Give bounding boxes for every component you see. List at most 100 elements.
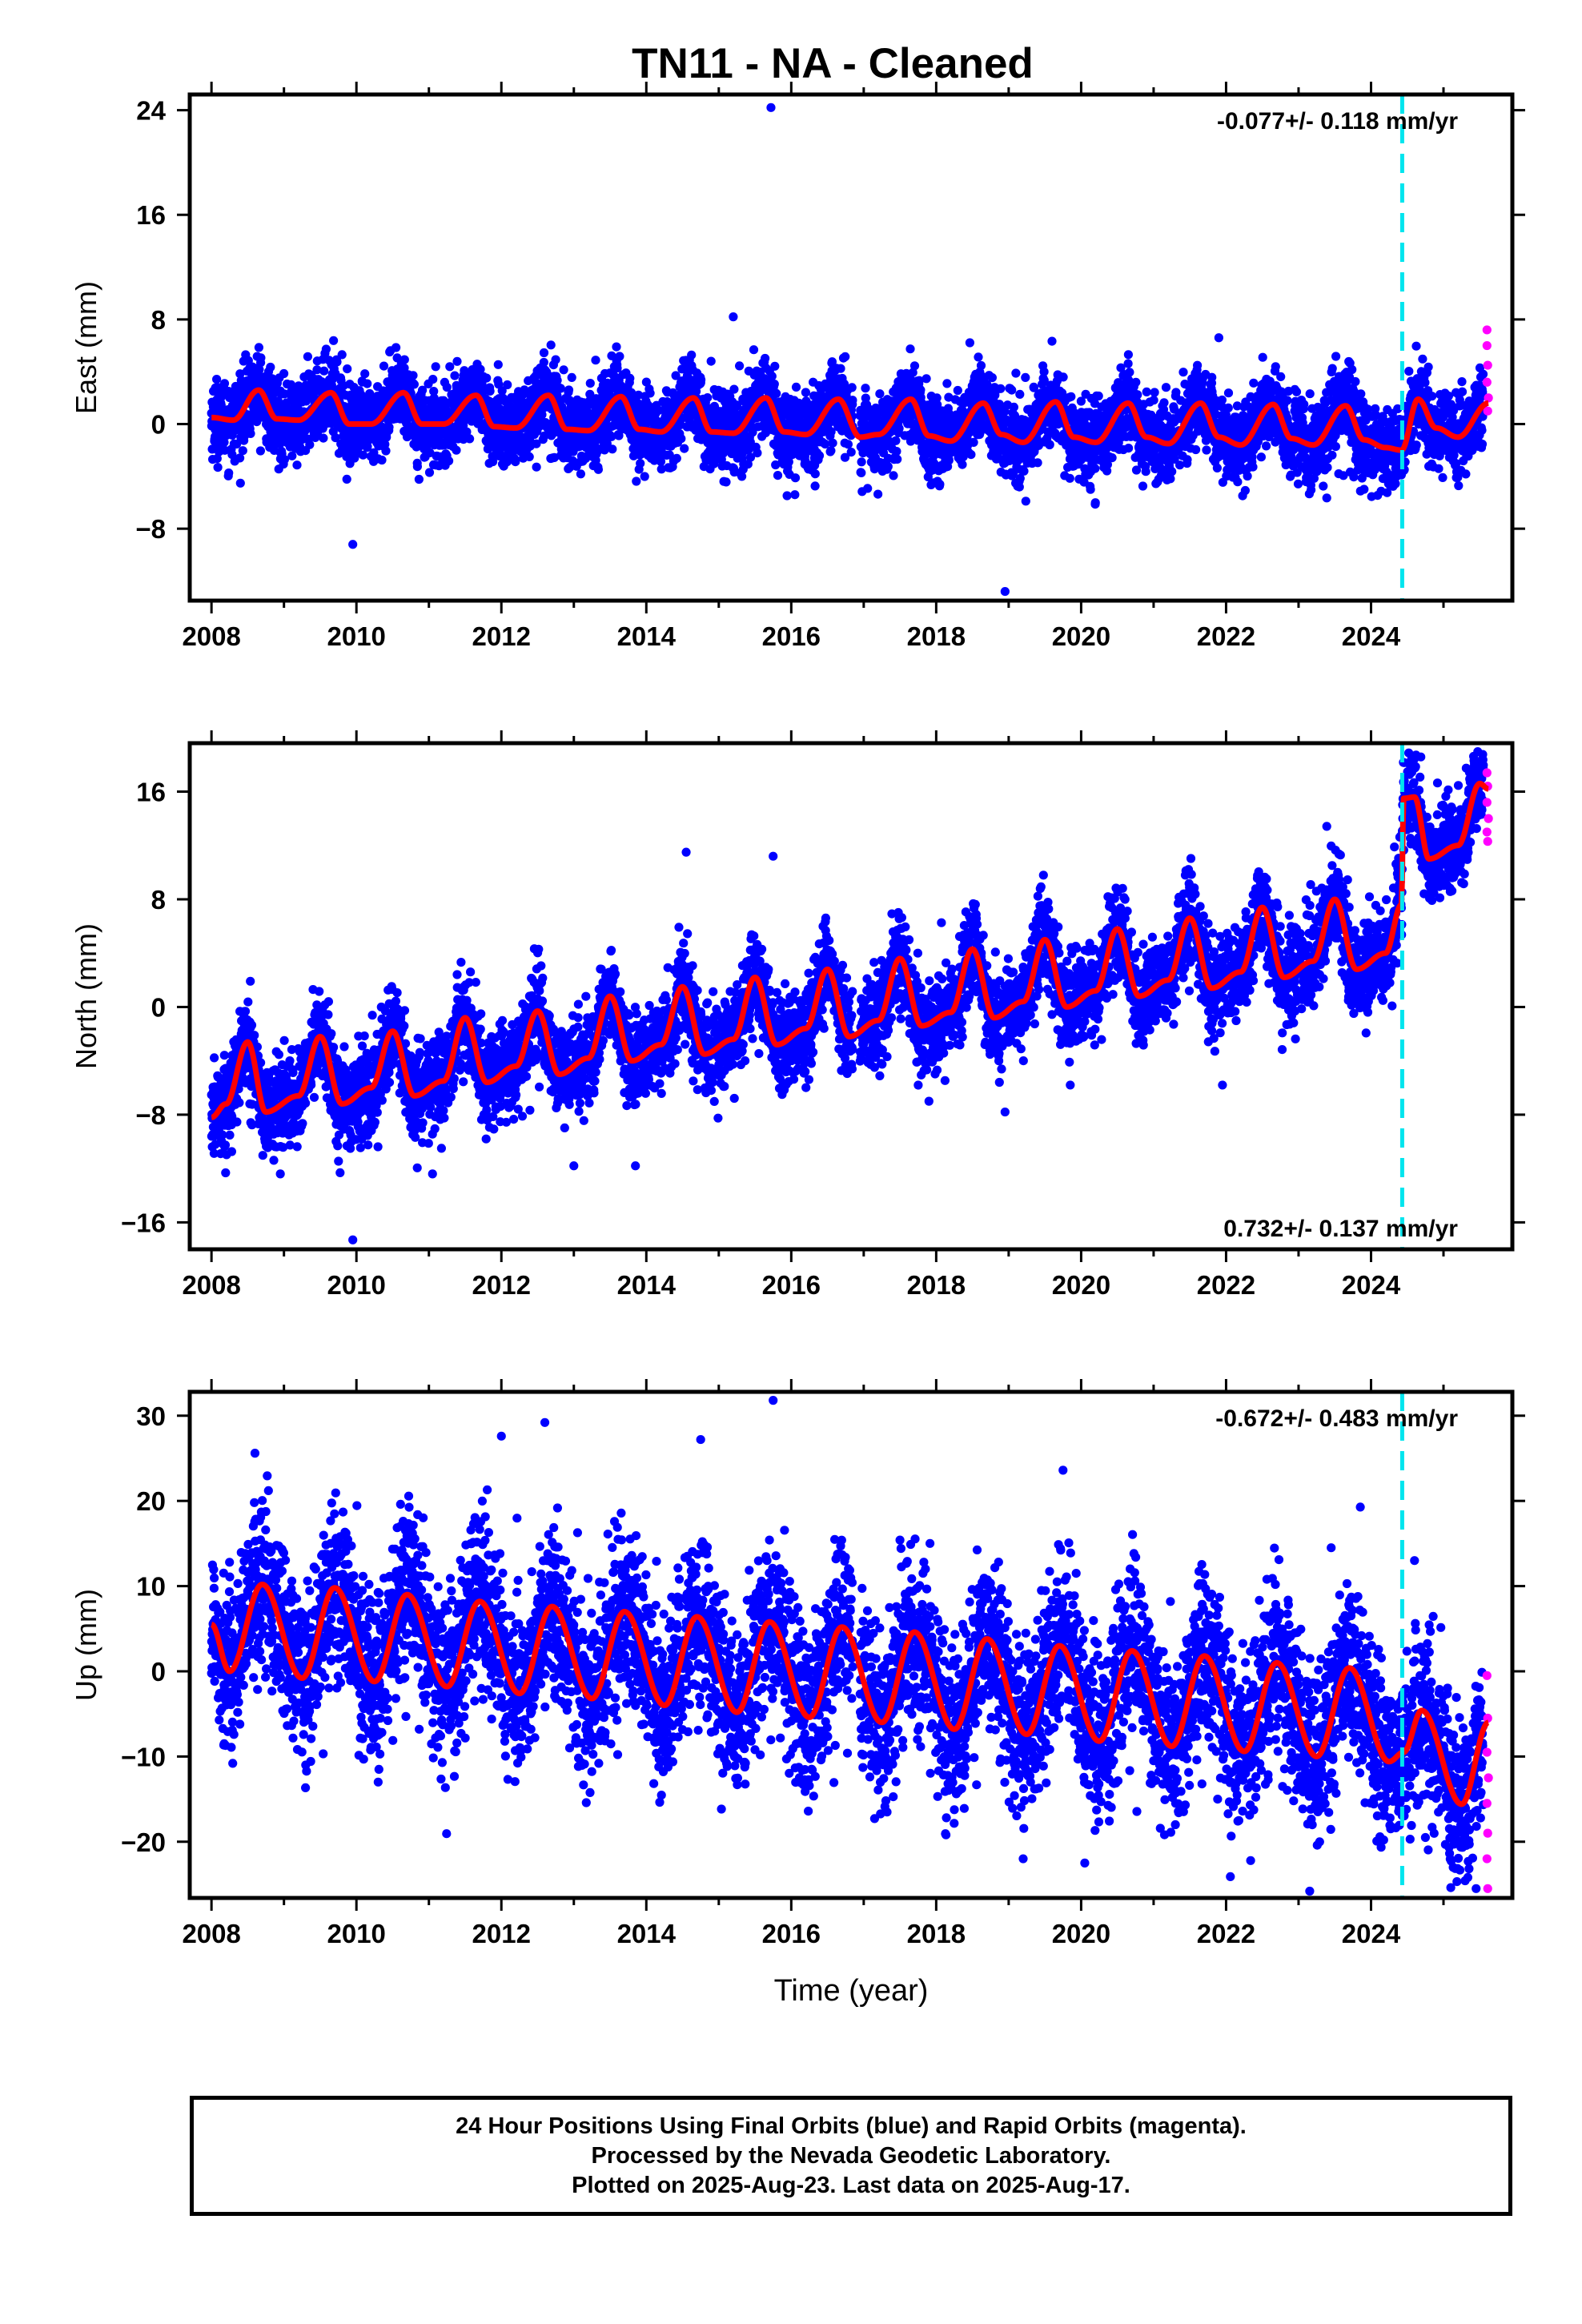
final-orbit-point — [935, 480, 945, 489]
final-orbit-point — [1007, 385, 1017, 395]
final-orbit-point — [1058, 372, 1068, 382]
final-orbit-point — [672, 453, 681, 464]
final-orbit-point — [976, 360, 986, 371]
final-orbit-point — [312, 365, 322, 375]
final-orbit-point — [1124, 444, 1134, 453]
final-orbit-point — [680, 444, 689, 453]
final-orbit-point — [772, 388, 781, 398]
final-orbit-point — [889, 471, 898, 480]
final-orbit-point — [773, 471, 783, 480]
final-orbit-point — [612, 342, 621, 352]
final-orbit-point — [305, 440, 315, 449]
final-orbit-point — [319, 433, 328, 443]
final-orbit-point — [495, 404, 505, 414]
final-orbit-point — [729, 384, 739, 394]
final-orbit-point — [503, 380, 512, 390]
final-orbit-point — [636, 459, 645, 468]
final-orbit-point — [1161, 383, 1171, 392]
final-orbit-point — [1094, 391, 1103, 401]
final-orbit-point — [379, 361, 389, 371]
final-orbit-point — [452, 445, 461, 455]
final-orbit-point — [442, 383, 452, 392]
final-orbit-point — [303, 352, 312, 361]
final-orbit-point — [332, 357, 342, 367]
final-orbit-point — [782, 491, 792, 501]
final-orbit-point — [287, 451, 297, 460]
panel-1: 2008 2010 2012 2014 2016 2018 2020 2022 2024−808… — [70, 82, 1525, 651]
final-orbit-point — [1182, 455, 1192, 464]
final-orbit-point — [224, 468, 234, 478]
final-orbit-point — [1009, 402, 1018, 412]
page-title: TN11 - NA - Cleaned — [632, 40, 1034, 87]
final-orbit-point — [1171, 388, 1181, 397]
final-orbit-point — [893, 454, 902, 464]
final-orbit-point — [996, 384, 1006, 393]
final-orbit-point — [431, 362, 440, 372]
final-orbit-point — [1021, 497, 1030, 506]
final-orbit-point — [428, 375, 438, 384]
final-orbit-point — [319, 366, 329, 376]
final-orbit-point — [476, 364, 485, 374]
final-orbit-point — [1133, 390, 1142, 400]
final-orbit-point — [255, 446, 265, 456]
final-orbit-point — [493, 360, 503, 369]
plot-area — [207, 94, 1493, 601]
final-orbit-point — [412, 462, 423, 472]
final-orbit-point — [1123, 359, 1133, 368]
final-orbit-point — [706, 356, 716, 366]
final-orbit-point — [721, 477, 731, 487]
final-orbit-point — [883, 462, 893, 472]
final-orbit-point — [810, 481, 820, 491]
final-orbit-point — [942, 379, 952, 388]
final-orbit-point — [828, 438, 837, 448]
final-orbit-point — [408, 371, 418, 380]
final-orbit-point — [429, 393, 439, 403]
final-orbit-point — [810, 469, 820, 479]
final-orbit-point — [1202, 445, 1211, 455]
final-orbit-point — [1193, 360, 1203, 370]
final-orbit-point — [465, 434, 475, 444]
final-orbit-point — [697, 375, 706, 384]
final-orbit-point — [551, 355, 560, 364]
final-orbit-point — [331, 433, 340, 443]
final-orbit-point — [761, 353, 770, 364]
final-orbit-point — [358, 450, 368, 460]
final-orbit-point — [1021, 372, 1030, 382]
final-orbit-point — [909, 361, 920, 371]
final-orbit-point — [235, 478, 245, 488]
final-orbit-point — [1086, 485, 1095, 494]
final-orbit-point — [790, 473, 801, 483]
final-orbit-point — [861, 384, 870, 393]
final-orbit-point — [875, 389, 885, 399]
final-orbit-point — [488, 456, 498, 467]
final-orbit-point — [593, 464, 604, 474]
final-orbit-point — [1090, 464, 1100, 473]
final-orbit-point — [791, 382, 801, 392]
final-orbit-point — [400, 355, 409, 364]
final-orbit-point — [400, 363, 409, 373]
final-orbit-point — [342, 474, 351, 485]
final-orbit-point — [556, 384, 565, 393]
final-orbit-point — [953, 385, 962, 396]
final-orbit-point — [452, 356, 462, 366]
final-orbit-point — [212, 454, 222, 464]
final-orbit-point — [1141, 467, 1150, 476]
panels: 2008 2010 2012 2014 2016 2018 2020 2022 2024−808… — [70, 82, 1525, 2008]
final-orbit-point — [343, 364, 352, 374]
final-orbit-point — [497, 386, 507, 396]
final-orbit-point — [255, 364, 264, 375]
final-orbit-point — [769, 380, 779, 389]
final-orbit-point — [382, 432, 391, 442]
final-orbit-point — [677, 434, 686, 444]
final-orbit-point — [511, 457, 520, 467]
final-orbit-point — [749, 345, 759, 355]
final-orbit-point — [857, 468, 866, 478]
final-orbit-point — [632, 476, 641, 486]
final-orbit-point — [424, 468, 435, 477]
final-orbit-point — [363, 442, 372, 452]
final-orbit-point — [1123, 350, 1133, 360]
final-orbit-point — [1159, 398, 1169, 408]
final-orbit-point — [1191, 444, 1201, 455]
final-orbit-point — [687, 350, 697, 360]
